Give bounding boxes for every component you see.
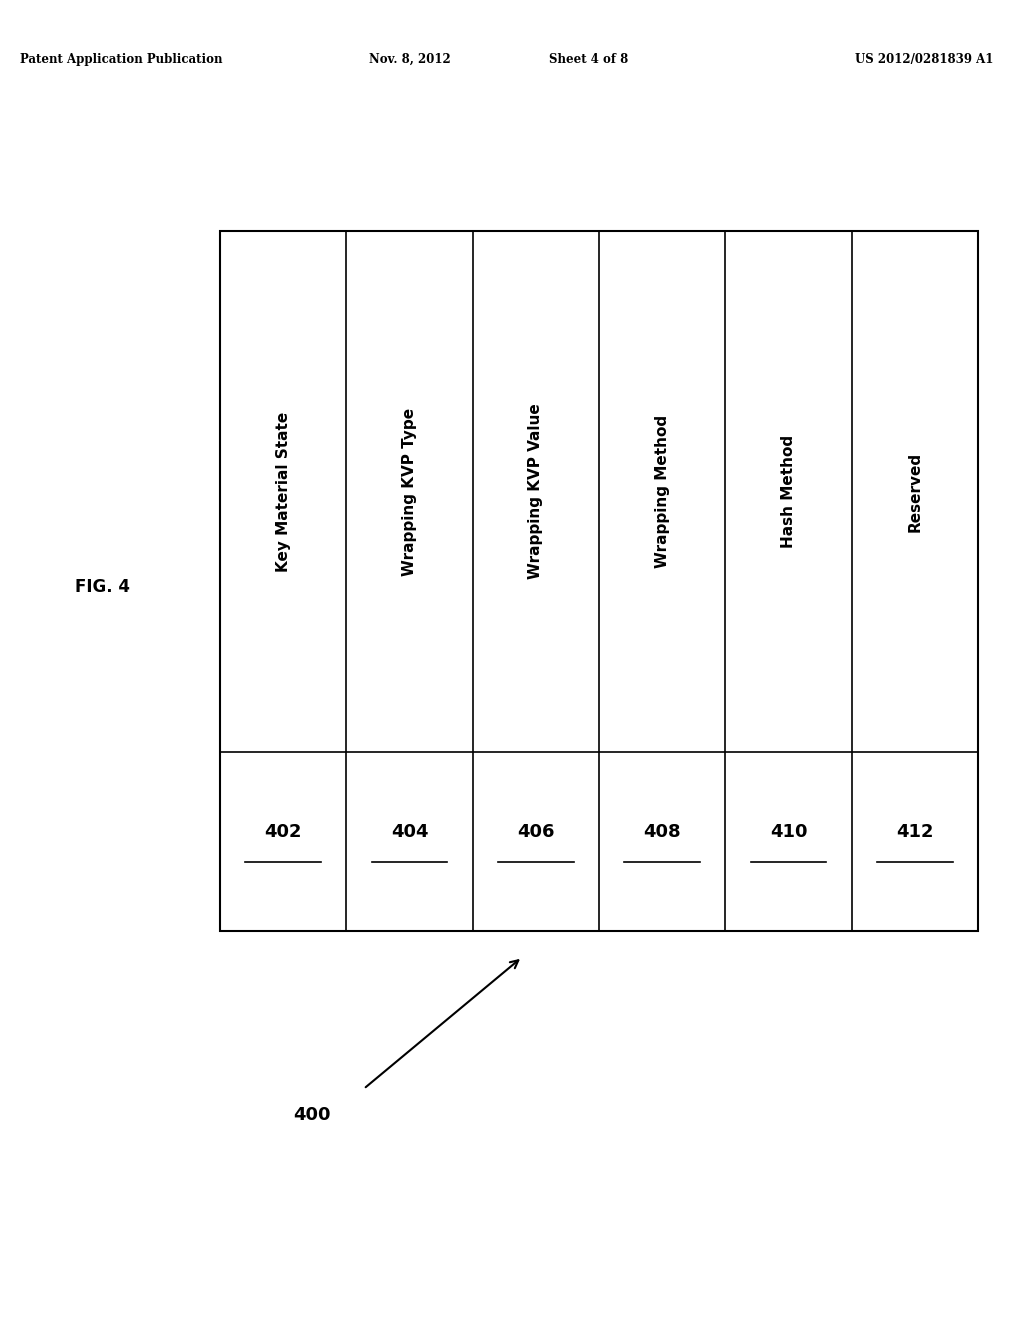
Text: Sheet 4 of 8: Sheet 4 of 8 (549, 53, 629, 66)
Text: Wrapping KVP Type: Wrapping KVP Type (402, 408, 417, 576)
Text: Reserved: Reserved (907, 451, 923, 532)
Text: Hash Method: Hash Method (781, 436, 796, 548)
Text: 408: 408 (643, 824, 681, 841)
Text: Wrapping Method: Wrapping Method (654, 414, 670, 568)
Text: 410: 410 (770, 824, 807, 841)
Text: US 2012/0281839 A1: US 2012/0281839 A1 (855, 53, 993, 66)
Text: FIG. 4: FIG. 4 (75, 578, 130, 597)
Text: Wrapping KVP Value: Wrapping KVP Value (528, 404, 544, 579)
Text: Patent Application Publication: Patent Application Publication (20, 53, 223, 66)
Text: Nov. 8, 2012: Nov. 8, 2012 (369, 53, 451, 66)
FancyBboxPatch shape (220, 231, 978, 931)
Text: 404: 404 (391, 824, 428, 841)
Text: 406: 406 (517, 824, 555, 841)
Text: Key Material State: Key Material State (275, 412, 291, 572)
Text: 412: 412 (896, 824, 934, 841)
Text: 400: 400 (294, 1106, 331, 1125)
Text: 402: 402 (264, 824, 302, 841)
